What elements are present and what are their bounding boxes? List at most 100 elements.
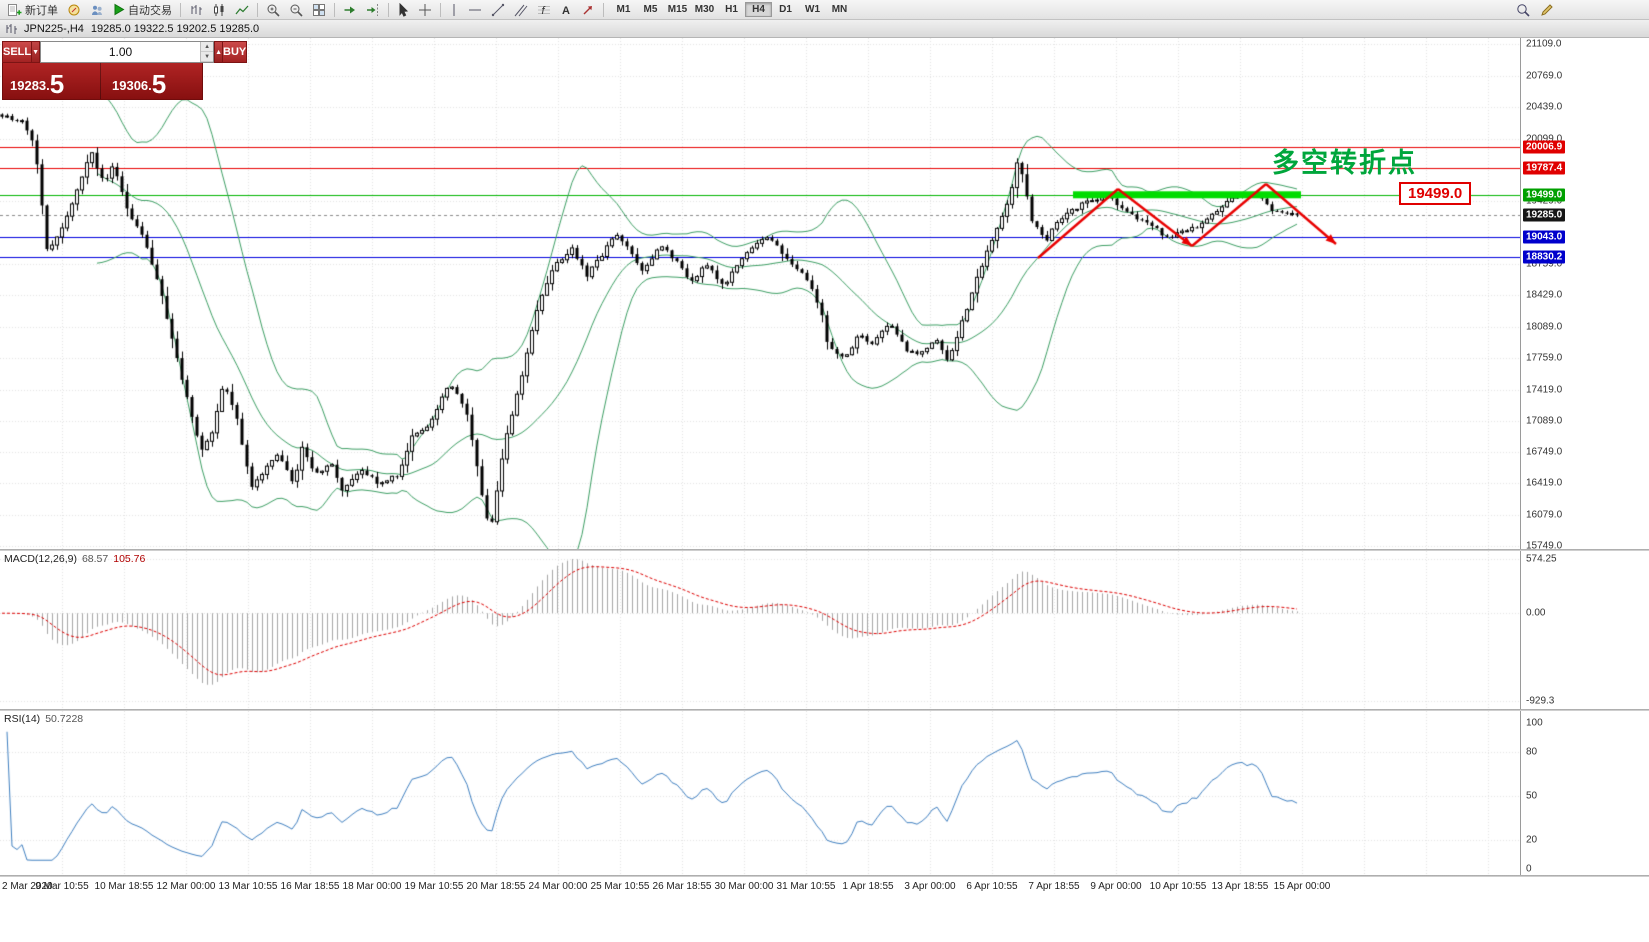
- macd-axis-label: -929.3: [1526, 695, 1555, 707]
- play-icon: [113, 3, 125, 16]
- volume-box: ▲ ▼: [40, 41, 215, 63]
- sell-price: 19283.: [10, 78, 50, 93]
- date-axis-label: 20 Mar 18:55: [466, 881, 526, 892]
- price-tag-label[interactable]: 19499.0: [1399, 182, 1472, 205]
- new-order-button[interactable]: 新订单: [3, 1, 62, 18]
- time-axis[interactable]: 2 Mar 2020 9 Mar 10:55 10 Mar 18:55 12 Mar …: [0, 877, 1649, 897]
- toolbar-separator: [257, 2, 258, 17]
- panel-separator[interactable]: [0, 709, 1649, 711]
- sell-button[interactable]: SELL: [2, 41, 33, 63]
- macd-panel-canvas[interactable]: [0, 551, 1520, 709]
- timeframe-h1[interactable]: H1: [725, 4, 738, 15]
- turning-point-annotation[interactable]: 多空转折点: [1272, 148, 1417, 178]
- buy-dropdown-button[interactable]: ▲: [214, 41, 222, 63]
- timeframe-h4[interactable]: H4: [745, 2, 772, 17]
- cursor-button[interactable]: [393, 1, 413, 18]
- macd-axis[interactable]: 574.25 0.00 -929.3: [1520, 551, 1649, 709]
- date-axis-label: 30 Mar 00:00: [714, 881, 774, 892]
- macd-axis-label: 0.00: [1526, 607, 1546, 619]
- price-axis-label: 19429.0: [1526, 195, 1563, 207]
- date-axis-label: 10 Mar 18:55: [94, 881, 154, 892]
- svg-text:A: A: [562, 5, 570, 17]
- linechart-icon: [235, 3, 249, 17]
- timeframe-m1[interactable]: M1: [616, 4, 631, 15]
- panel-separator[interactable]: [0, 875, 1649, 877]
- price-axis[interactable]: 21109.0 20769.0 20439.0 20099.0 19429.0 18759…: [1520, 38, 1649, 552]
- chart-titlebar: JPN225-,H4 19285.0 19322.5 19202.5 19285…: [0, 20, 1649, 38]
- volume-up-button[interactable]: ▲: [201, 42, 214, 52]
- horizontal-line-button[interactable]: [464, 1, 486, 18]
- candlestick-chart-button[interactable]: [208, 1, 230, 18]
- rsi-axis-label: 80: [1526, 746, 1538, 758]
- chart-symbol-period: JPN225-,H4: [24, 22, 84, 35]
- price-axis-label: 20439.0: [1526, 101, 1563, 113]
- sell-dropdown-button[interactable]: ▼: [32, 41, 41, 63]
- chart-shift-button[interactable]: [362, 1, 384, 18]
- main-toolbar: 新订单 自动交易 f A M1 M5 M15 M30 H1 H4 D1 W1 MN: [0, 0, 1649, 20]
- price-axis-label: 17759.0: [1526, 352, 1563, 364]
- quick-edit-button[interactable]: [1536, 1, 1558, 18]
- toolbar-separator: [334, 2, 335, 17]
- chart-icon: [5, 23, 17, 35]
- chart-window-button[interactable]: [63, 1, 85, 18]
- arrows-tool-button[interactable]: [577, 1, 599, 18]
- price-level-chip: 19787.4: [1523, 161, 1566, 175]
- panel-separator[interactable]: [0, 549, 1649, 551]
- crosshair-button[interactable]: [414, 1, 436, 18]
- date-axis-label: 19 Mar 10:55: [404, 881, 464, 892]
- macd-label: MACD(12,26,9) 68.57 105.76: [4, 553, 145, 565]
- autotrade-button[interactable]: 自动交易: [109, 1, 176, 18]
- timeframe-w1[interactable]: W1: [805, 4, 820, 15]
- price-level-chip: 19043.0: [1523, 230, 1566, 244]
- date-axis-label: 15 Apr 00:00: [1273, 881, 1331, 892]
- shift-icon: [366, 3, 380, 17]
- search-button[interactable]: [1512, 1, 1534, 18]
- volume-input[interactable]: [41, 42, 201, 62]
- date-axis-label: 13 Mar 10:55: [218, 881, 278, 892]
- toolbar-right-group: [1512, 1, 1558, 18]
- trendline-button[interactable]: [487, 1, 509, 18]
- timeframe-mn[interactable]: MN: [831, 4, 848, 15]
- volume-down-button[interactable]: ▼: [201, 52, 214, 62]
- line-chart-button[interactable]: [231, 1, 253, 18]
- date-axis-label: 12 Mar 00:00: [156, 881, 216, 892]
- buy-price-button[interactable]: 19306. 5: [100, 63, 202, 99]
- rsi-panel-canvas[interactable]: [0, 711, 1520, 875]
- date-axis-label: 16 Mar 18:55: [280, 881, 340, 892]
- timeframe-m30[interactable]: M30: [694, 4, 715, 15]
- price-chart-canvas[interactable]: [0, 38, 1520, 549]
- date-axis-label: 26 Mar 18:55: [652, 881, 712, 892]
- timeframe-d1[interactable]: D1: [779, 4, 792, 15]
- price-axis-label: 21109.0: [1526, 38, 1562, 50]
- autotrade-label: 自动交易: [128, 4, 172, 17]
- auto-scroll-button[interactable]: [339, 1, 361, 18]
- vertical-line-button[interactable]: [445, 1, 463, 18]
- tile-windows-button[interactable]: [308, 1, 330, 18]
- timeframe-m5[interactable]: M5: [643, 4, 658, 15]
- buy-button[interactable]: BUY: [222, 41, 248, 63]
- date-axis-label: 7 Apr 18:55: [1028, 881, 1080, 892]
- equidistant-channel-button[interactable]: [510, 1, 532, 18]
- users-icon: [90, 3, 104, 17]
- buy-price-big-digit: 5: [151, 69, 167, 99]
- compass-icon: [67, 3, 81, 17]
- profiles-button[interactable]: [86, 1, 108, 18]
- rsi-axis-label: 100: [1526, 717, 1543, 729]
- toolbar-separator: [180, 2, 181, 17]
- rsi-axis[interactable]: 100 80 50 20 0: [1520, 711, 1649, 875]
- fibonacci-retracement-button[interactable]: f: [533, 1, 555, 18]
- text-label-button[interactable]: A: [556, 1, 576, 18]
- price-axis-label: 16749.0: [1526, 446, 1563, 458]
- timeframe-m15[interactable]: M15: [667, 4, 688, 15]
- price-axis-label: 18759.0: [1526, 258, 1563, 270]
- price-axis-label: 20769.0: [1526, 70, 1563, 82]
- macd-title: MACD(12,26,9): [4, 553, 77, 565]
- zoom-in-button[interactable]: [262, 1, 284, 18]
- grid-icon: [312, 3, 326, 17]
- buy-price: 19306.: [112, 78, 152, 93]
- sell-price-button[interactable]: 19283. 5: [3, 63, 100, 99]
- zoom-out-button[interactable]: [285, 1, 307, 18]
- rsi-label: RSI(14) 50.7228: [4, 713, 83, 725]
- bar-chart-button[interactable]: [185, 1, 207, 18]
